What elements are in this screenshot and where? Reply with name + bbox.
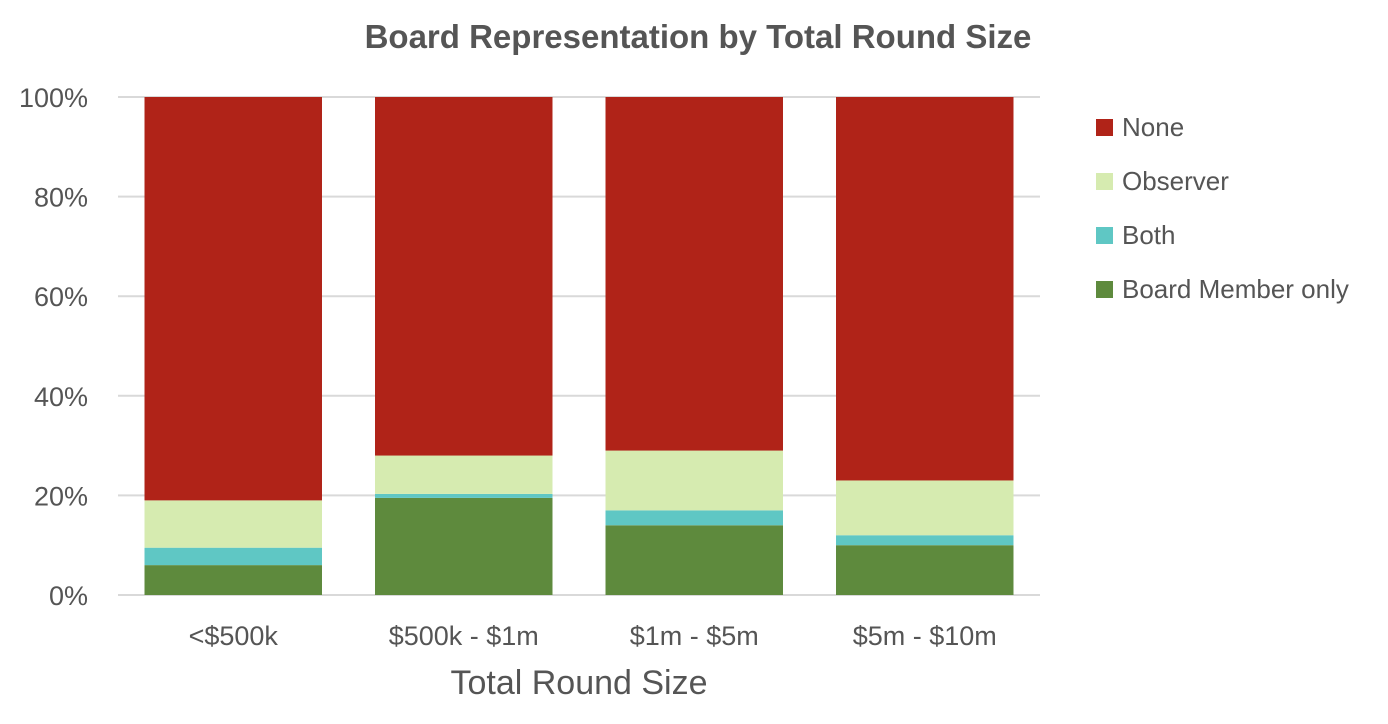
legend-label: None — [1122, 111, 1185, 142]
legend-swatch — [1096, 226, 1113, 244]
bar-segment-observer — [375, 455, 553, 494]
legend-item: Both — [1096, 208, 1349, 262]
y-tick-label: 0% — [49, 581, 88, 611]
legend-label: Board Member only — [1122, 273, 1349, 304]
y-tick-label: 80% — [34, 183, 88, 213]
bar-segment-both — [836, 535, 1014, 546]
legend-item: Observer — [1096, 154, 1349, 208]
x-axis-ticks: <$500k $500k - $1m $1m - $5m $5m - $10m — [189, 621, 997, 651]
bar-segment-observer — [144, 500, 322, 548]
bar-segment-none — [836, 97, 1014, 481]
bar-segment-both — [375, 493, 553, 498]
bars — [144, 97, 1014, 595]
x-axis-title: Total Round Size — [450, 664, 708, 702]
bar-segment-none — [375, 97, 553, 456]
chart-title: Board Representation by Total Round Size — [364, 18, 1032, 55]
bar-segment-observer — [836, 480, 1014, 536]
y-axis-ticks: 0% 20% 40% 60% 80% 100% — [19, 83, 88, 611]
x-tick-label: $5m - $10m — [853, 621, 997, 651]
legend-label: Observer — [1122, 165, 1229, 196]
bar-segment-both — [605, 510, 783, 526]
legend: None Observer Both Board Member only — [1096, 100, 1349, 316]
bar-segment-board-member-only — [375, 497, 553, 595]
bar-segment-board-member-only — [836, 545, 1014, 595]
legend-item: Board Member only — [1096, 262, 1349, 316]
legend-swatch — [1096, 172, 1113, 190]
legend-item: None — [1096, 100, 1349, 154]
bar-segment-board-member-only — [605, 525, 783, 595]
x-tick-label: $1m - $5m — [630, 621, 759, 651]
x-tick-label: <$500k — [189, 621, 279, 651]
y-tick-label: 40% — [34, 382, 88, 412]
legend-swatch — [1096, 118, 1113, 136]
legend-swatch — [1096, 280, 1113, 298]
bar-segment-none — [605, 97, 783, 451]
legend-label: Both — [1122, 219, 1176, 250]
bar-segment-observer — [605, 450, 783, 511]
bar-segment-both — [144, 547, 322, 566]
y-tick-label: 100% — [19, 83, 88, 113]
bar-segment-board-member-only — [144, 565, 322, 595]
y-tick-label: 60% — [34, 282, 88, 312]
y-tick-label: 20% — [34, 481, 88, 511]
bar-segment-none — [144, 97, 322, 501]
x-tick-label: $500k - $1m — [389, 621, 539, 651]
